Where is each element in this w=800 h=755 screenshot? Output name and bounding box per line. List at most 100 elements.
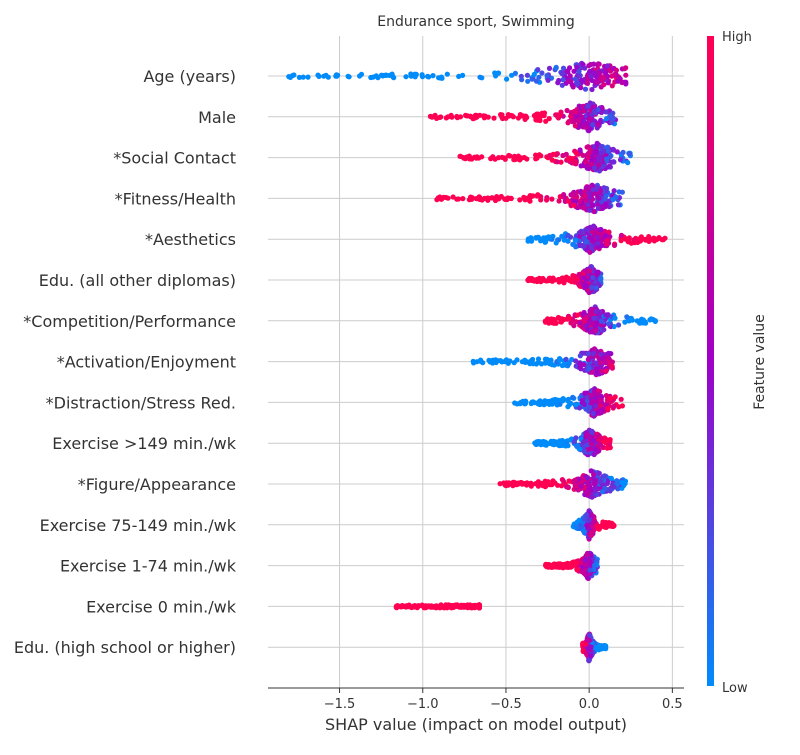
shap-point xyxy=(538,401,544,407)
shap-point xyxy=(412,71,418,77)
shap-point xyxy=(603,644,609,650)
shap-point xyxy=(619,479,625,486)
shap-point xyxy=(498,112,504,118)
shap-point xyxy=(611,188,617,194)
shap-point xyxy=(530,361,536,367)
shap-point xyxy=(568,113,574,119)
shap-point xyxy=(590,202,596,208)
shap-point xyxy=(586,366,592,372)
shap-point xyxy=(559,82,565,88)
shap-point xyxy=(583,651,590,657)
shap-point xyxy=(519,359,525,365)
shap-point xyxy=(583,227,589,233)
shap-point xyxy=(521,400,527,406)
shap-point xyxy=(605,148,611,154)
shap-point xyxy=(538,197,544,203)
shap-point xyxy=(510,480,517,486)
shap-point xyxy=(460,155,466,161)
shap-point xyxy=(609,119,615,126)
shap-point xyxy=(552,439,559,445)
shap-point xyxy=(619,189,626,195)
shap-point xyxy=(584,120,590,126)
shap-point xyxy=(574,64,580,70)
shap-point xyxy=(604,63,611,69)
shap-point xyxy=(506,152,512,159)
shap-point xyxy=(636,238,642,244)
shap-point xyxy=(596,195,602,201)
shap-point xyxy=(466,197,472,203)
shap-point xyxy=(559,233,565,239)
shap-point xyxy=(555,314,562,321)
shap-point xyxy=(488,156,494,162)
shap-point xyxy=(577,353,583,359)
shap-point xyxy=(476,155,482,161)
shap-point xyxy=(489,195,495,201)
shap-point xyxy=(545,77,551,83)
feature-label: *Social Contact xyxy=(113,149,236,168)
shap-point xyxy=(571,68,577,74)
shap-point xyxy=(603,70,609,76)
shap-point xyxy=(593,285,599,291)
shap-point xyxy=(570,84,576,90)
shap-point xyxy=(587,632,593,638)
shap-point xyxy=(598,351,604,357)
shap-point xyxy=(571,202,577,208)
shap-point xyxy=(599,368,605,374)
shap-point xyxy=(604,445,610,451)
shap-point xyxy=(614,149,620,155)
shap-point xyxy=(591,223,597,229)
shap-point xyxy=(533,156,539,162)
shap-point xyxy=(572,123,579,129)
shap-point xyxy=(609,365,616,371)
shap-point xyxy=(315,72,321,78)
shap-point xyxy=(584,522,590,529)
shap-point xyxy=(454,113,460,120)
shap-point xyxy=(537,276,543,282)
shap-point xyxy=(335,72,341,78)
shap-point xyxy=(588,73,594,79)
shap-point xyxy=(616,404,622,410)
shap-point xyxy=(569,277,575,283)
shap-point xyxy=(558,159,564,165)
shap-point xyxy=(591,346,598,352)
shap-point xyxy=(628,240,635,246)
shap-point xyxy=(581,401,588,407)
shap-point xyxy=(383,72,389,78)
shap-point xyxy=(611,72,617,78)
shap-point xyxy=(598,144,604,150)
shap-point xyxy=(587,517,593,523)
shap-point xyxy=(577,405,583,411)
shap-point xyxy=(592,485,598,491)
shap-point xyxy=(456,73,462,79)
shap-point xyxy=(556,198,562,204)
shap-point xyxy=(572,109,579,115)
shap-point xyxy=(550,276,556,282)
shap-point xyxy=(607,154,613,160)
shap-point xyxy=(586,268,593,274)
shap-point xyxy=(550,151,556,157)
shap-point xyxy=(524,72,531,78)
shap-point xyxy=(461,602,467,609)
shap-point xyxy=(590,351,597,357)
shap-point xyxy=(581,350,587,356)
shap-point xyxy=(604,406,611,412)
shap-point xyxy=(528,400,534,407)
shap-point xyxy=(584,77,591,83)
feature-label: Age (years) xyxy=(143,67,236,86)
shap-point xyxy=(553,65,559,71)
shap-point xyxy=(606,229,612,235)
shap-point xyxy=(613,67,620,73)
shap-point xyxy=(590,320,596,326)
shap-point xyxy=(623,79,629,85)
shap-point xyxy=(607,486,613,493)
shap-point xyxy=(598,188,604,194)
shap-point xyxy=(605,80,611,86)
shap-point xyxy=(538,439,545,445)
x-tick-label: 0.0 xyxy=(579,697,600,712)
shap-point xyxy=(573,402,579,408)
shap-point xyxy=(611,484,617,490)
shap-point xyxy=(554,159,560,165)
shap-point xyxy=(544,72,550,79)
shap-point xyxy=(619,79,625,86)
shap-point xyxy=(537,117,543,124)
